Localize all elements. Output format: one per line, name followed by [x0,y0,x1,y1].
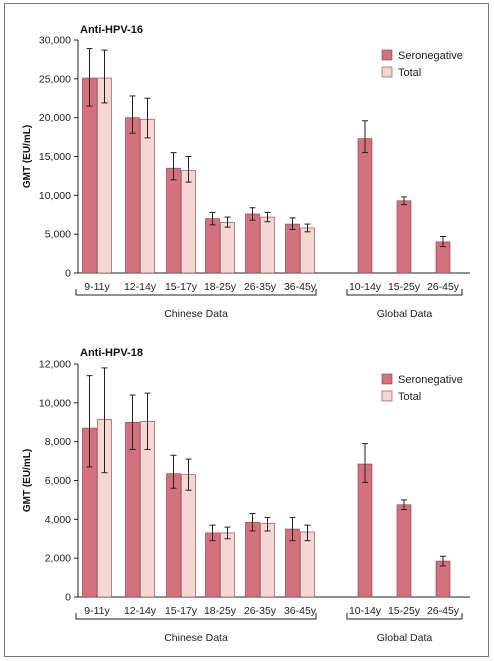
x-category-label: 26-35y [244,281,277,293]
bar-seronegative [396,200,412,274]
y-axis-label: GMT (EU/mL) [22,449,33,512]
group-bracket [75,289,317,296]
bar-total [260,522,275,598]
x-category-label: 26-45y [427,605,460,617]
x-category-label: 18-25y [204,605,237,617]
x-category-label: 10-14y [349,605,382,617]
group-label: Global Data [377,308,433,320]
y-tick-label: 30,000 [39,35,71,47]
bar-seronegative [166,473,181,598]
x-category-label: 12-14y [124,605,157,617]
x-category-label: 10-14y [349,281,382,293]
bar-total [181,474,196,598]
bar-seronegative [357,138,373,274]
y-tick-label: 2,000 [45,553,71,565]
x-category-label: 26-35y [244,605,277,617]
y-tick-label: 4,000 [45,514,71,526]
y-tick-label: 10,000 [39,190,71,202]
y-tick-label: 12,000 [39,359,71,371]
y-tick-label: 25,000 [39,73,71,85]
legend-label: Total [398,391,421,403]
chart-anti-hpv-16: Anti-HPV-16 GMT (EU/mL) 0 5,000 10,000 15,000… [22,24,470,320]
legend-swatch [381,66,393,78]
x-category-label: 36-45y [284,281,317,293]
y-tick-label: 0 [65,268,71,280]
group-label: Chinese Data [164,632,228,644]
y-tick-label: 10,000 [39,397,71,409]
legend-swatch [381,390,393,402]
x-category-label: 36-45y [284,605,317,617]
chart-title: Anti-HPV-16 [80,24,143,36]
bar-total [97,77,112,274]
bar-seronegative [285,223,300,274]
legend-label: Total [398,67,421,79]
bar-total [300,531,315,598]
y-tick-label: 6,000 [45,475,71,487]
bar-seronegative [205,532,220,598]
x-category-label: 9-11y [84,281,110,293]
legend-swatch [381,49,393,61]
y-tick-label: 0 [65,592,71,604]
x-category-label: 18-25y [204,281,237,293]
group-bracket [346,289,463,296]
x-category-label: 15-25y [388,605,421,617]
y-axis-label: GMT (EU/mL) [22,125,33,188]
bar-total [220,222,235,274]
y-tick-label: 8,000 [45,436,71,448]
chart-anti-hpv-18: Anti-HPV-18 GMT (EU/mL) 0 2,000 4,000 6,000 8,… [22,347,470,644]
bar-seronegative [357,463,373,598]
bar-total [260,216,275,274]
bar-seronegative [166,167,181,274]
group-label: Global Data [377,632,433,644]
bar-total [181,170,196,274]
bar-seronegative [245,521,260,598]
y-tick-label: 20,000 [39,112,71,124]
x-category-label: 12-14y [124,281,157,293]
legend-swatch [381,373,393,385]
chart-title: Anti-HPV-18 [80,347,143,359]
group-bracket [346,613,463,620]
legend-label: Seronegative [398,50,463,62]
group-bracket [75,613,317,620]
x-category-label: 15-17y [165,281,198,293]
bar-seronegative [125,117,140,274]
x-category-label: 15-25y [388,281,421,293]
group-label: Chinese Data [164,308,228,320]
bar-seronegative [396,504,412,598]
x-category-label: 9-11y [84,605,110,617]
bar-seronegative [82,77,97,274]
y-tick-label: 15,000 [39,151,71,163]
bar-total [220,532,235,598]
bar-total [140,118,155,274]
bar-seronegative [245,213,260,274]
bar-seronegative [205,218,220,274]
legend-label: Seronegative [398,374,463,386]
y-tick-label: 5,000 [45,229,71,241]
bar-total [300,227,315,274]
bar-seronegative [435,560,451,598]
x-category-label: 15-17y [165,605,198,617]
x-category-label: 26-45y [427,281,460,293]
